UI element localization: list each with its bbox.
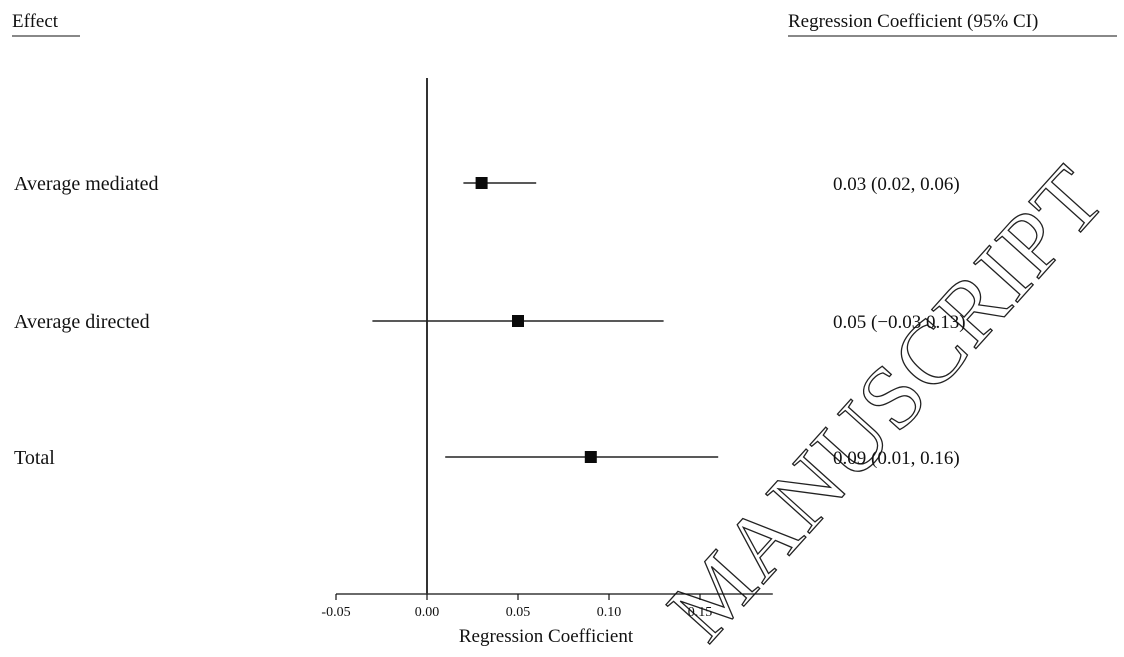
x-axis: -0.05 0.00 0.05 0.10 0.15 bbox=[321, 593, 773, 620]
watermark-text: MANUSCRIPT bbox=[649, 147, 1124, 657]
x-tick-label: 0.05 bbox=[506, 605, 531, 620]
watermark: MANUSCRIPT bbox=[649, 147, 1124, 657]
point-estimate-marker bbox=[512, 315, 524, 327]
x-axis-label: Regression Coefficient bbox=[459, 626, 634, 647]
x-tick-label: 0.15 bbox=[688, 605, 713, 620]
x-tick-label: -0.05 bbox=[321, 605, 350, 620]
ci-value-text: 0.09 (0.01, 0.16) bbox=[833, 448, 960, 469]
row-label: Average mediated bbox=[14, 173, 159, 195]
x-tick-label: 0.00 bbox=[415, 605, 440, 620]
point-estimate-marker bbox=[584, 451, 597, 463]
x-tick-label: 0.10 bbox=[597, 605, 622, 620]
point-estimate-marker bbox=[475, 177, 488, 189]
ci-value-text: 0.03 (0.02, 0.06) bbox=[833, 174, 960, 195]
ci-value-text: 0.05 (−0.03 0.13) bbox=[833, 312, 966, 333]
row-label: Total bbox=[14, 447, 55, 469]
row-label: Average directed bbox=[14, 311, 150, 333]
ci-header: Regression Coefficient (95% CI) bbox=[788, 11, 1038, 32]
forest-rows: Average mediated 0.03 (0.02, 0.06) Average… bbox=[14, 173, 966, 469]
effect-header: Effect bbox=[12, 11, 59, 32]
